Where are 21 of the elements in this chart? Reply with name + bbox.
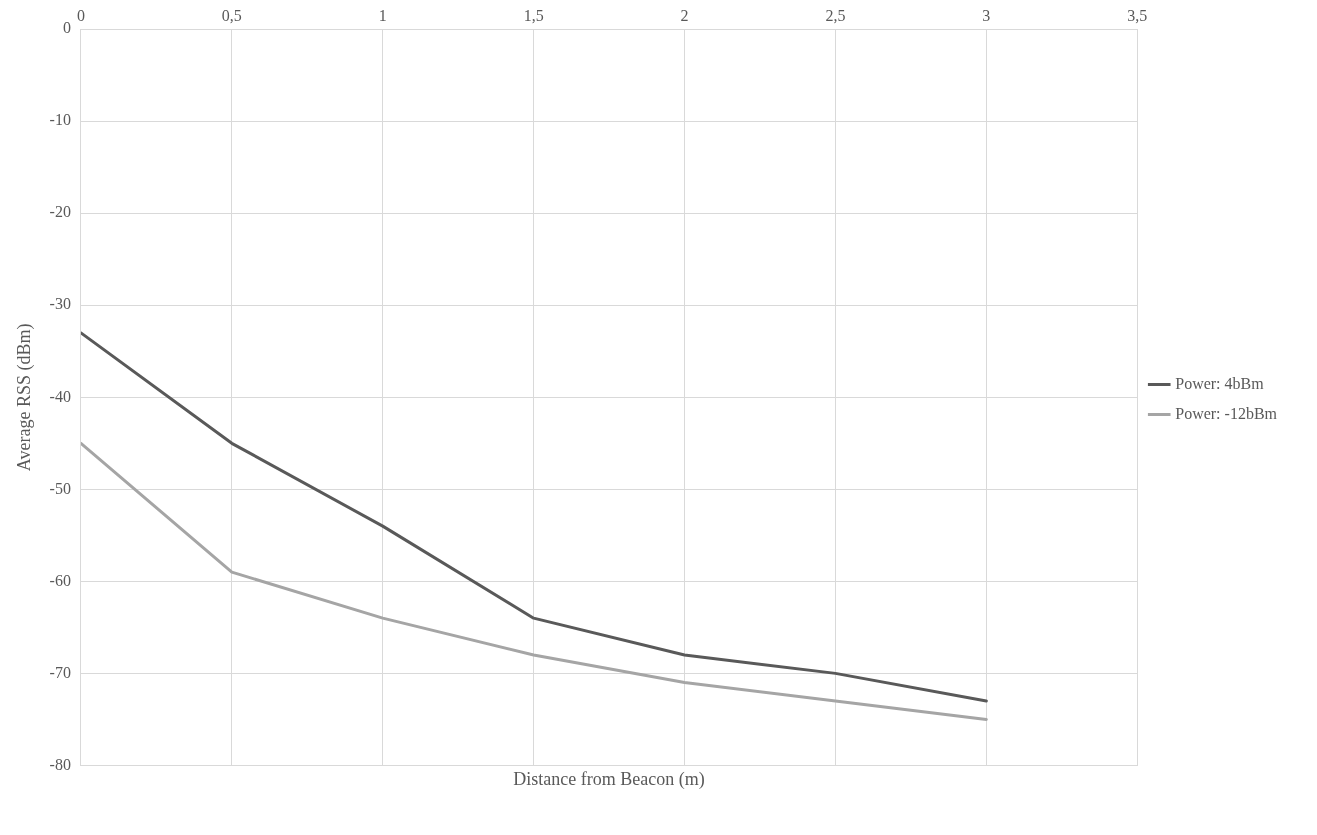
x-tick-label: 3,5 xyxy=(1127,6,1148,24)
legend-label: Power: -12bBm xyxy=(1175,404,1278,422)
y-tick-label: -50 xyxy=(49,479,71,497)
x-tick-label: 2,5 xyxy=(825,6,846,24)
x-tick-label: 1 xyxy=(378,6,387,24)
y-axis-title: Average RSS (dBm) xyxy=(13,323,35,472)
y-tick-label: -80 xyxy=(49,755,71,773)
x-tick-label: 0,5 xyxy=(221,6,242,24)
x-tick-label: 2 xyxy=(680,6,689,24)
y-tick-label: -40 xyxy=(49,387,71,405)
y-tick-label: -20 xyxy=(49,203,71,221)
x-tick-label: 0 xyxy=(76,6,85,24)
y-tick-label: -60 xyxy=(49,571,71,589)
y-tick-label: -30 xyxy=(49,295,71,313)
x-tick-label: 3 xyxy=(982,6,991,24)
x-tick-label: 1,5 xyxy=(523,6,544,24)
x-axis-title: Distance from Beacon (m) xyxy=(513,768,705,790)
y-tick-label: 0 xyxy=(62,19,71,37)
y-tick-label: -70 xyxy=(49,663,71,681)
y-tick-label: -10 xyxy=(49,111,71,129)
legend-label: Power: 4bBm xyxy=(1175,374,1265,392)
